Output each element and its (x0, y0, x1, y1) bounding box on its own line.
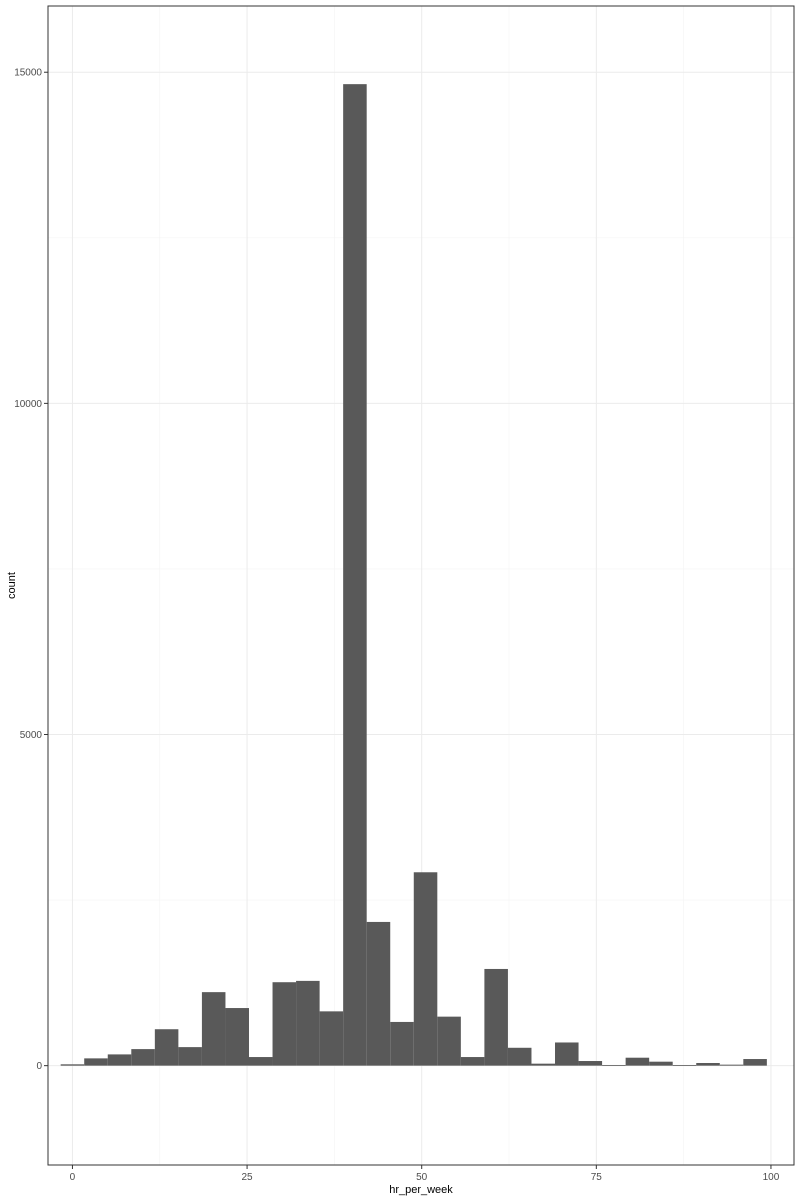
histogram-bar (296, 980, 320, 1066)
histogram-bar (484, 968, 508, 1066)
histogram-bar (555, 1042, 579, 1066)
histogram-bar (319, 1011, 344, 1066)
histogram-bar (413, 872, 438, 1066)
histogram-bar (507, 1047, 532, 1066)
histogram-bar (531, 1063, 556, 1066)
x-tick-label: 75 (591, 1172, 603, 1183)
histogram-bar (719, 1064, 744, 1066)
histogram-bar (84, 1058, 108, 1066)
histogram-bar (460, 1057, 485, 1066)
histogram-bar (625, 1057, 650, 1066)
histogram-bar (602, 1064, 626, 1066)
histogram-bar (107, 1054, 132, 1066)
histogram-bar (248, 1057, 273, 1066)
panel-border (47, 5, 795, 1166)
histogram-bar (154, 1029, 179, 1066)
histogram-bar (743, 1059, 767, 1066)
x-tick-label: 0 (70, 1172, 76, 1183)
histogram-bars (60, 84, 767, 1066)
y-tick-label: 5000 (20, 730, 43, 741)
histogram-bar (696, 1063, 720, 1066)
histogram-bar (390, 1021, 414, 1066)
x-tick-label: 50 (416, 1172, 428, 1183)
histogram-bar (225, 1008, 249, 1066)
histogram-bar (60, 1064, 85, 1066)
x-axis: 0 25 50 75 100 (70, 1165, 780, 1183)
y-axis: 0 5000 10000 15000 (14, 68, 48, 1072)
y-tick-label: 0 (36, 1061, 42, 1072)
y-axis-title: count (6, 572, 18, 599)
histogram-bar (649, 1061, 673, 1066)
histogram-bar (272, 982, 297, 1066)
histogram-bar (366, 921, 391, 1066)
x-tick-label: 100 (763, 1172, 780, 1183)
histogram-bar (201, 992, 226, 1066)
x-axis-title: hr_per_week (389, 1184, 453, 1196)
histogram-bar (437, 1016, 461, 1066)
y-tick-label: 10000 (14, 399, 42, 410)
histogram-bar (131, 1049, 155, 1066)
histogram-bar (343, 84, 367, 1066)
histogram-bar (178, 1047, 202, 1066)
y-tick-label: 15000 (14, 68, 42, 79)
histogram-bar (578, 1061, 603, 1066)
x-tick-label: 25 (242, 1172, 254, 1183)
histogram-bar (672, 1064, 697, 1066)
